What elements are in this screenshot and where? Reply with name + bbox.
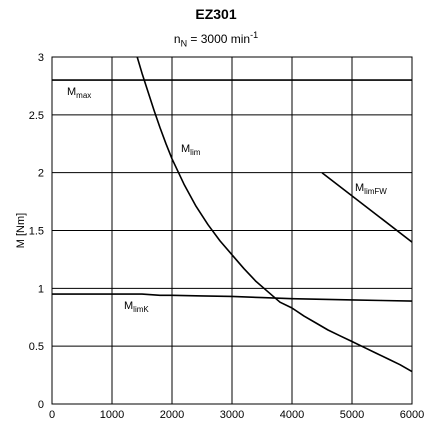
series-line-mlim <box>136 56 413 373</box>
subtitle-main: n <box>173 32 181 46</box>
series-label-mlimk: MlimK <box>124 300 149 314</box>
y-tick-label: 0 <box>38 399 44 411</box>
series-line-mlimk <box>52 293 413 302</box>
series-label-mlim: Mlim <box>181 143 201 157</box>
y-tick-label: 0.5 <box>29 341 44 353</box>
chart-subtitle: nN = 3000 min-1 <box>0 30 432 48</box>
x-tick-label: 2000 <box>160 409 184 421</box>
x-tick-label: 3000 <box>220 409 244 421</box>
series-label-mmax: Mmax <box>67 86 91 100</box>
x-tick-label: 5000 <box>340 409 364 421</box>
plot-frame <box>51 56 413 405</box>
y-tick-label: 2 <box>38 168 44 180</box>
subtitle-sup: -1 <box>250 30 259 40</box>
x-tick-label: 6000 <box>400 409 424 421</box>
subtitle-sub: N <box>180 38 188 49</box>
subtitle-rest: = 3000 min <box>187 32 251 46</box>
y-tick-label: 1.5 <box>29 226 44 238</box>
x-tick-label: 4000 <box>280 409 304 421</box>
chart-title: EZ301 <box>195 6 237 22</box>
y-tick-label: 1 <box>38 283 44 295</box>
series-line-mlimfw <box>321 172 413 243</box>
y-axis-label: M [Nm] <box>15 213 27 248</box>
x-tick-label: 0 <box>49 409 55 421</box>
y-tick-label: 2.5 <box>29 110 44 122</box>
series-label-mlimfw: MlimFW <box>355 182 387 196</box>
y-tick-label: 3 <box>38 52 44 64</box>
x-tick-label: 1000 <box>100 409 124 421</box>
